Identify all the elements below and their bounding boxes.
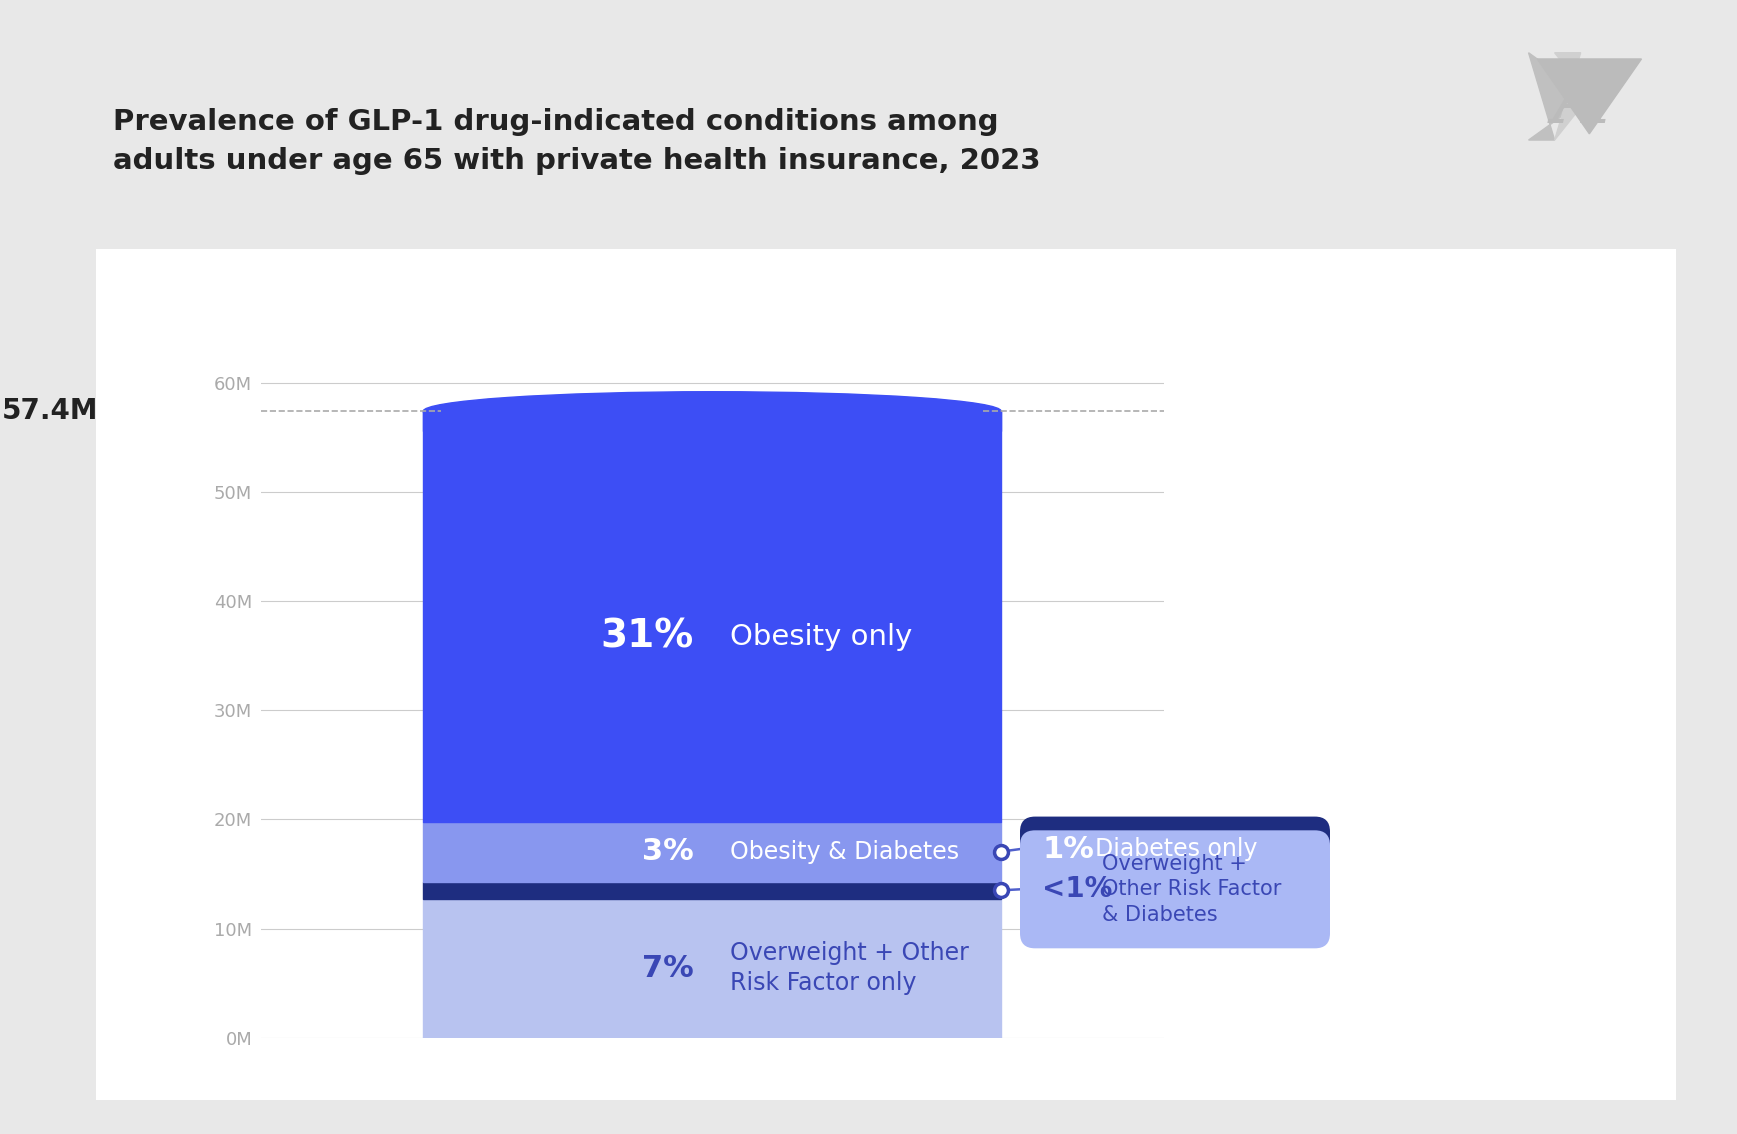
Text: Diabetes only: Diabetes only bbox=[1094, 837, 1258, 861]
Text: <1%: <1% bbox=[1042, 875, 1112, 904]
Text: A: A bbox=[1553, 67, 1608, 138]
Text: Overweight + Other
Risk Factor only: Overweight + Other Risk Factor only bbox=[730, 941, 969, 996]
Text: 31%: 31% bbox=[601, 618, 695, 655]
Ellipse shape bbox=[424, 391, 1001, 431]
Text: 7%: 7% bbox=[643, 954, 695, 983]
Polygon shape bbox=[1537, 59, 1641, 134]
FancyBboxPatch shape bbox=[1020, 830, 1331, 948]
Text: 57.4M: 57.4M bbox=[2, 397, 97, 425]
Text: Obesity only: Obesity only bbox=[730, 623, 912, 651]
Polygon shape bbox=[1529, 53, 1589, 141]
Bar bbox=[424, 899, 1001, 1038]
Text: 3%: 3% bbox=[643, 837, 695, 866]
Text: Obesity & Diabetes: Obesity & Diabetes bbox=[730, 839, 959, 864]
Bar bbox=[424, 412, 1001, 431]
Text: 1%: 1% bbox=[1042, 835, 1094, 864]
Bar bbox=[424, 881, 1001, 899]
Text: Prevalence of GLP-1 drug-indicated conditions among
adults under age 65 with pri: Prevalence of GLP-1 drug-indicated condi… bbox=[113, 108, 1040, 175]
Bar bbox=[424, 821, 1001, 881]
Polygon shape bbox=[1555, 53, 1589, 141]
Text: Overweight +
Other Risk Factor
& Diabetes: Overweight + Other Risk Factor & Diabete… bbox=[1101, 854, 1282, 925]
Bar bbox=[424, 412, 1001, 821]
FancyBboxPatch shape bbox=[64, 232, 1707, 1117]
FancyBboxPatch shape bbox=[1020, 816, 1331, 881]
